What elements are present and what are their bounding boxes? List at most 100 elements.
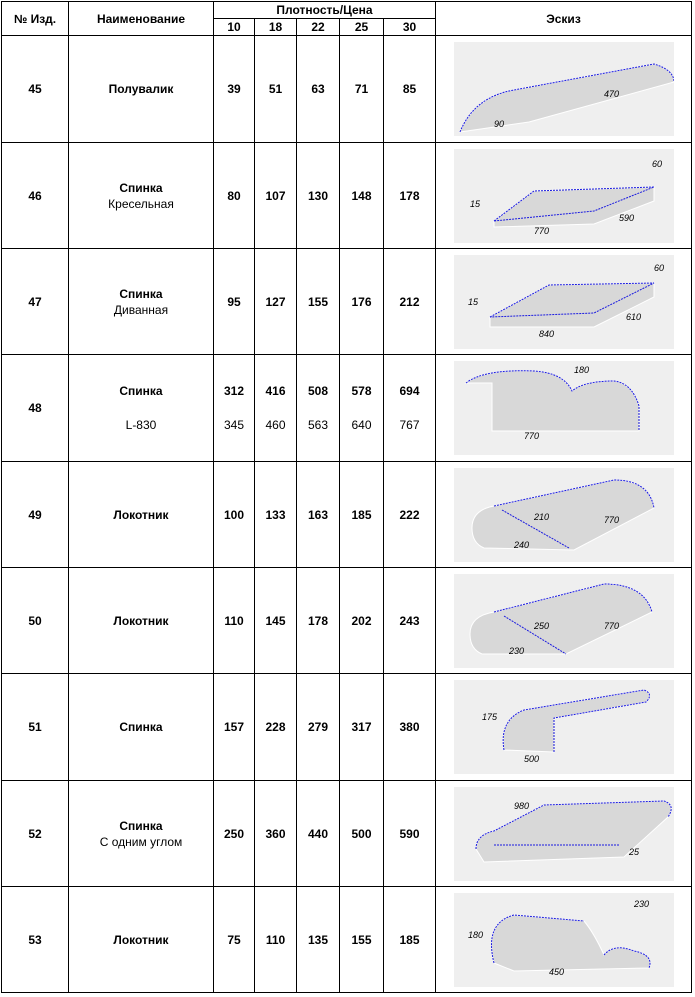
row-name: Полувалик [108,82,174,96]
header-density: 25 [339,18,384,36]
armrest-curved-sketch: 230 180 450 [453,892,674,987]
row-name: Спинка [119,384,163,398]
price-cell: 71 [339,35,384,143]
table-row: 53 Локотник 75 110 135 155 185 230 180 450 [1,886,692,993]
armrest-sketch: 250 230 770 [453,573,674,668]
armrest-sketch: 210 240 770 [453,467,674,562]
table-row: 50 Локотник 110 145 178 202 243 250 230 770 [1,567,692,674]
table-row: 49 Локотник 100 133 163 185 222 210 240 770 [1,461,692,568]
price-value: 110 [224,613,244,628]
dimension-label: 15 [468,297,479,307]
back-rolled-sketch: 175 500 [453,680,674,774]
price-value-alt: 640 [351,418,372,432]
price-cell: 178 [296,567,340,674]
price-value: 212 [399,294,420,309]
dimension-label: 240 [513,540,529,550]
row-number: 53 [1,886,69,993]
price-cell: 39 [213,35,255,143]
price-cell: 163 [296,461,340,568]
back-one-corner-sketch: 980 25 [453,786,674,881]
price-cell: 416 460 [254,354,297,462]
price-cell: 202 [339,567,384,674]
price-value: 130 [307,188,329,203]
price-cell: 127 [254,248,297,355]
price-cell: 228 [254,673,297,781]
price-value: 250 [223,826,245,841]
price-value: 243 [399,613,420,628]
sketch-cell: 180 770 [435,354,692,462]
sketch-cell: 175 500 [435,673,692,781]
dimension-label: 770 [604,621,619,631]
sofa-back-sketch: 60 15 840 610 [453,254,674,349]
header-density: 22 [296,18,340,36]
row-name-cell: Спинка [68,673,214,781]
price-value: 440 [307,826,329,841]
price-cell: 135 [296,886,340,993]
price-value: 694 [399,384,420,398]
price-cell: 63 [296,35,340,143]
row-number: 48 [1,354,69,462]
header-density-group: Плотность/Цена [213,1,436,19]
row-number: 51 [1,673,69,781]
table-row: 47 Спинка Диванная 95 127 155 176 212 60 15 840 610 [1,248,692,355]
row-name: Спинка [119,720,163,734]
price-value: 312 [223,384,245,398]
header-no: № Изд. [1,1,69,36]
dimension-label: 980 [514,801,529,811]
armchair-back-sketch: 60 15 770 590 [453,148,674,243]
table-row: 45 Полувалик 39 51 63 71 85 470 90 [1,35,692,143]
half-bolster-sketch: 470 90 [453,42,674,136]
price-cell: 500 [339,780,384,887]
dimension-label: 175 [482,712,498,722]
row-number: 49 [1,461,69,568]
price-cell: 222 [383,461,436,568]
dimension-label: 180 [574,365,589,375]
price-value-alt: 563 [307,418,329,432]
price-value: 185 [351,507,372,522]
row-name-cell: Спинка Кресельная [68,142,214,249]
price-value: 416 [265,384,286,398]
price-value: 185 [399,932,420,947]
price-value: 508 [307,384,329,398]
price-cell: 176 [339,248,384,355]
row-name: Локотник [113,932,169,947]
price-value-alt: 460 [265,418,286,432]
price-value: 133 [265,507,286,522]
price-cell: 51 [254,35,297,143]
table-row: 46 Спинка Кресельная 80 107 130 148 178 60 15 770 5… [1,142,692,249]
header-density: 30 [383,18,436,36]
price-cell: 360 [254,780,297,887]
price-cell: 110 [213,567,255,674]
price-cell: 243 [383,567,436,674]
dimension-label: 500 [524,754,539,764]
sketch-cell: 60 15 840 610 [435,248,692,355]
price-value: 578 [351,384,372,398]
price-value: 71 [354,82,369,96]
price-value: 155 [307,294,329,309]
price-cell: 155 [339,886,384,993]
row-name: Спинка [119,180,163,195]
price-cell: 312 345 [213,354,255,462]
table-row: 51 Спинка 157 228 279 317 380 175 500 [1,673,692,781]
price-cell: 133 [254,461,297,568]
row-name-cell: Спинка L-830 [68,354,214,462]
row-name-cell: Спинка С одним углом [68,780,214,887]
price-value: 145 [265,613,286,628]
row-name-cell: Локотник [68,567,214,674]
price-cell: 440 [296,780,340,887]
header-sketch: Эскиз [435,1,692,36]
row-number: 47 [1,248,69,355]
sketch-cell: 250 230 770 [435,567,692,674]
price-cell: 130 [296,142,340,249]
dimension-label: 60 [654,263,664,273]
price-value: 202 [351,613,372,628]
price-value: 100 [223,507,245,522]
price-cell: 155 [296,248,340,355]
price-value: 148 [351,188,372,203]
price-value: 317 [351,720,372,734]
price-value: 107 [265,188,286,203]
dimension-label: 90 [494,119,504,129]
table-row: 52 Спинка С одним углом 250 360 440 500 590 980 2… [1,780,692,887]
price-value: 178 [399,188,420,203]
